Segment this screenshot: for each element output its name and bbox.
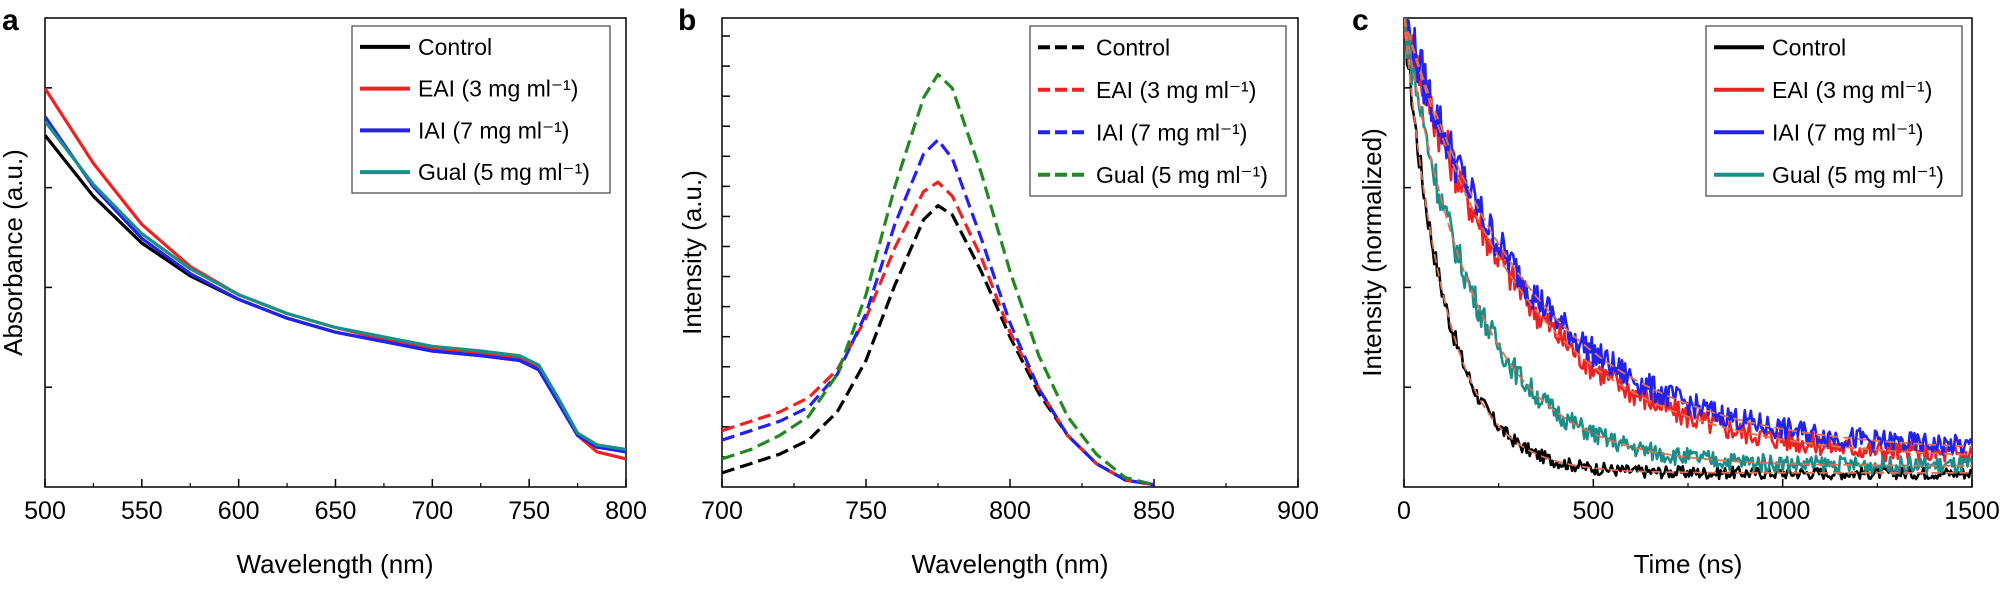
series-line-2 [722,180,1155,487]
chart-panel-a: 500 550 600 650 700 750 800 Wavelength (nm) Abso… [0,17,647,579]
legend-label-4: Gual (5 mg ml⁻¹) [418,159,590,185]
y-axis-title: Absorbance (a.u.) [0,149,28,356]
x-tick-label: 800 [605,497,647,525]
series-line-1 [722,204,1155,487]
fit-line-4 [1404,18,1972,467]
series-line-3 [1404,18,1972,457]
legend-label-1: Control [418,34,492,60]
legend-label-1: Control [1096,34,1170,60]
x-tick-label: 550 [121,497,163,525]
legend-label-3: IAI (7 mg ml⁻¹) [1096,119,1247,145]
legend-label-2: EAI (3 mg ml⁻¹) [1096,77,1256,103]
panel-b-letter: b [678,4,696,37]
legend-label-3: IAI (7 mg ml⁻¹) [1772,119,1923,145]
panel-a-letter: a [2,4,19,37]
y-axis-title: Intensity (a.u.) [677,170,707,335]
x-tick-label: 700 [411,497,453,525]
legend-label-1: Control [1772,34,1846,60]
x-tick-label: 500 [24,497,66,525]
legend-box [1029,25,1287,197]
x-tick-label: 650 [315,497,357,525]
x-tick-label: 1500 [1944,497,2000,525]
x-axis-title: Time (ns) [1634,549,1743,579]
x-tick-label: 500 [1572,497,1614,525]
chart-panel-c: 0 500 1000 1500 Time (ns) Intensity (normaliz… [1357,17,2000,579]
x-tick-label: 1000 [1755,497,1811,525]
plot-series-group [722,72,1155,487]
fit-line-3 [1404,18,1972,448]
fit-line-1 [1404,18,1972,474]
fit-line-2 [1404,18,1972,456]
x-tick-label: 850 [1133,497,1175,525]
x-tick-label: 600 [218,497,260,525]
x-tick-label: 700 [701,497,743,525]
legend-label-4: Gual (5 mg ml⁻¹) [1096,162,1268,188]
legend-label-2: EAI (3 mg ml⁻¹) [418,76,578,102]
legend-label-3: IAI (7 mg ml⁻¹) [418,117,569,143]
chart-panel-b: 700 750 800 850 900 Wavelength (nm) Intensity … [677,17,1319,579]
x-tick-label: 800 [989,497,1031,525]
plot-series-group [45,87,626,461]
x-axis-title: Wavelength (nm) [912,549,1109,579]
y-axis-title: Intensity (normalized) [1357,128,1387,377]
series-line-4 [722,72,1155,487]
legend-box [1705,25,1963,197]
x-tick-label: 0 [1397,497,1411,525]
x-axis-title: Wavelength (nm) [237,549,434,579]
series-line-3 [45,115,626,454]
series-line-4 [45,120,626,452]
legend-label-2: EAI (3 mg ml⁻¹) [1772,77,1932,103]
legend-box [351,25,611,194]
series-line-3 [722,138,1155,487]
x-tick-label: 750 [845,497,887,525]
x-tick-label: 900 [1277,497,1319,525]
legend-label-4: Gual (5 mg ml⁻¹) [1772,162,1944,188]
panel-c-letter: c [1352,4,1369,37]
plot-series-group [1404,18,1972,481]
x-tick-label: 750 [508,497,550,525]
